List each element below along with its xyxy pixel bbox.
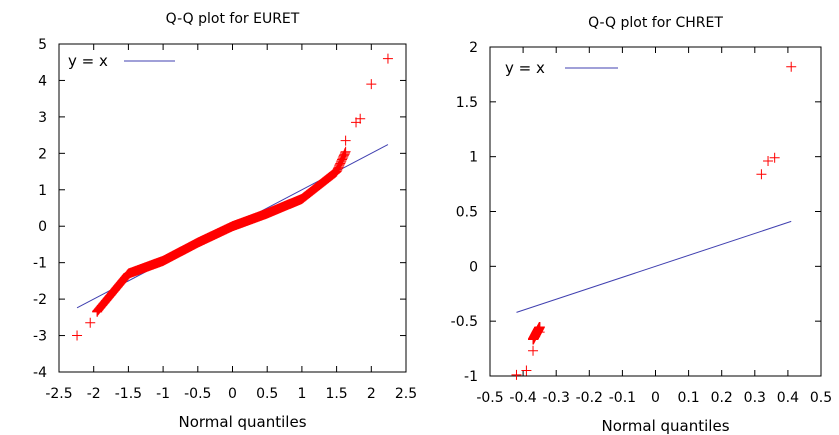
y-tick-label: 0.5 bbox=[456, 205, 478, 221]
quantile-point-tail bbox=[72, 330, 83, 341]
quantile-point-tail bbox=[521, 365, 532, 376]
y-tick-label: 5 bbox=[38, 37, 47, 53]
x-tick-label: 1 bbox=[297, 386, 306, 402]
y-tick-label: 1.5 bbox=[456, 95, 478, 111]
quantile-point bbox=[335, 157, 346, 168]
x-axis-label: Normal quantiles bbox=[178, 413, 306, 431]
euret-qq-panel: Q-Q plot for EURET -2.5 -2 -1.5 -1 -0.5 0 0.5 1 1… bbox=[33, 11, 417, 431]
quantile-point-tail bbox=[786, 61, 797, 72]
x-tick-label: 0.5 bbox=[256, 386, 278, 402]
y-tick-label: -2 bbox=[33, 292, 47, 308]
y-tick-label: 0 bbox=[469, 259, 478, 275]
chart-title: Q-Q plot for CHRET bbox=[588, 15, 723, 31]
y-tick-label: 3 bbox=[38, 110, 47, 126]
quantile-point bbox=[338, 150, 349, 161]
chart-title: Q-Q plot for EURET bbox=[166, 11, 300, 27]
quantile-point bbox=[340, 148, 351, 159]
y-tick-label: -1 bbox=[464, 369, 478, 385]
y-tick-label: 4 bbox=[38, 73, 47, 89]
chret-qq-panel: Q-Q plot for CHRET -0.5 -0.4 -0.3 -0.2 -0.1 0 0… bbox=[451, 15, 832, 435]
x-tick-label: -0.4 bbox=[509, 390, 536, 406]
quantile-point bbox=[333, 162, 344, 173]
quantile-point-tail bbox=[763, 156, 774, 167]
quantile-point-tail bbox=[340, 135, 351, 146]
legend-label: y = x bbox=[505, 59, 545, 77]
x-tick-label: -1.5 bbox=[115, 386, 142, 402]
x-axis-label: Normal quantiles bbox=[601, 417, 729, 435]
y-tick-label: -3 bbox=[33, 329, 47, 345]
quantile-point-tail bbox=[382, 53, 393, 64]
y-tick-label: 1 bbox=[38, 183, 47, 199]
y-tick-label: -4 bbox=[33, 365, 47, 381]
y-tick-label: 1 bbox=[469, 150, 478, 166]
quantile-point bbox=[336, 155, 347, 166]
x-tick-label: 0 bbox=[651, 390, 660, 406]
quantile-point-tail bbox=[528, 345, 539, 356]
quantile-point-tail bbox=[355, 113, 366, 124]
x-tick-label: -1 bbox=[156, 386, 170, 402]
quantile-point-tail bbox=[85, 317, 96, 328]
legend-label: y = x bbox=[68, 52, 108, 70]
quantile-point bbox=[337, 154, 348, 165]
quantile-point bbox=[332, 163, 343, 174]
x-tick-label: 0.5 bbox=[810, 390, 832, 406]
quantile-point bbox=[340, 146, 351, 157]
reference-line bbox=[516, 220, 792, 313]
quantile-point bbox=[339, 149, 350, 160]
quantile-point-tail bbox=[769, 152, 780, 163]
x-tick-label: 2 bbox=[367, 386, 376, 402]
x-tick-label: -0.2 bbox=[576, 390, 603, 406]
y-tick-label: 0 bbox=[38, 219, 47, 235]
quantile-point bbox=[334, 159, 345, 170]
x-tick-label: -2 bbox=[87, 386, 101, 402]
quantile-point bbox=[332, 164, 343, 175]
quantile-point-tail bbox=[511, 369, 522, 380]
quantile-point-tail bbox=[92, 306, 103, 317]
quantile-point-tail bbox=[756, 169, 767, 180]
x-tick-label: 2.5 bbox=[395, 386, 417, 402]
quantile-point-tail bbox=[534, 327, 545, 338]
quantile-point bbox=[337, 153, 348, 164]
quantile-point bbox=[335, 158, 346, 169]
x-tick-label: -0.1 bbox=[609, 390, 636, 406]
x-tick-label: 0.1 bbox=[677, 390, 699, 406]
x-tick-label: -0.5 bbox=[476, 390, 503, 406]
x-tick-label: -0.5 bbox=[184, 386, 211, 402]
x-tick-label: 0.2 bbox=[711, 390, 733, 406]
y-tick-label: 2 bbox=[38, 146, 47, 162]
y-tick-label: 2 bbox=[469, 40, 478, 56]
quantile-point bbox=[334, 161, 345, 172]
x-tick-label: 1.5 bbox=[325, 386, 347, 402]
y-tick-label: -1 bbox=[33, 256, 47, 272]
x-tick-label: -2.5 bbox=[45, 386, 72, 402]
x-tick-label: 0.4 bbox=[777, 390, 799, 406]
plot-frame bbox=[58, 43, 407, 373]
x-tick-label: -0.3 bbox=[543, 390, 570, 406]
quantile-point-tail bbox=[366, 79, 377, 90]
quantile-point bbox=[331, 166, 342, 177]
x-tick-label: 0.3 bbox=[744, 390, 766, 406]
quantile-point bbox=[338, 151, 349, 162]
y-tick-label: -0.5 bbox=[451, 314, 478, 330]
x-tick-label: 0 bbox=[228, 386, 237, 402]
